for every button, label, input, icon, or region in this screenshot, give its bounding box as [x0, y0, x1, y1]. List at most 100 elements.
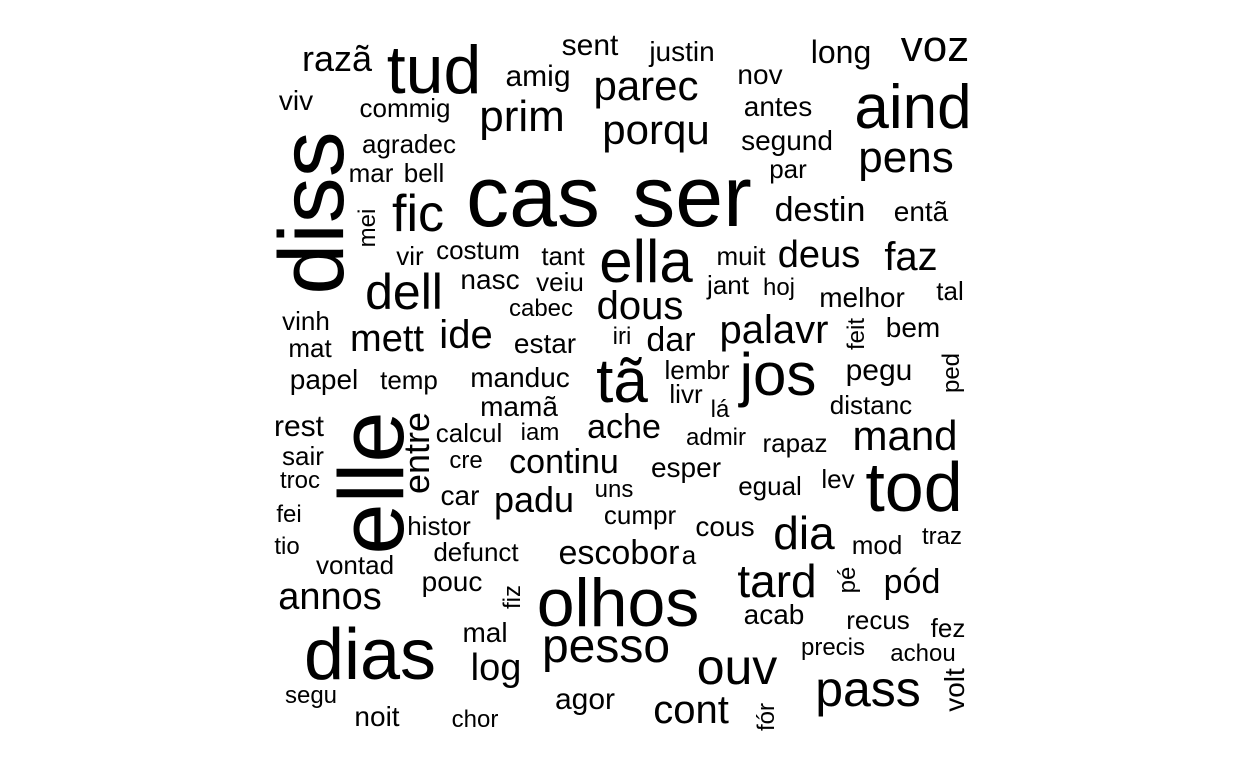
word-47: justin — [649, 36, 715, 67]
word-15: pesso — [541, 620, 671, 673]
word-56: bell — [403, 158, 445, 188]
word-120: volt — [939, 668, 970, 712]
word-60: costum — [436, 235, 520, 265]
word-123: fór — [753, 702, 780, 732]
word-106: mod — [851, 530, 903, 560]
word-73: iri — [612, 323, 632, 350]
word-35: cont — [653, 688, 729, 732]
word-94: troc — [279, 467, 321, 494]
word-67: melhor — [819, 282, 905, 313]
word-63: nasc — [460, 264, 520, 295]
word-23: prim — [479, 92, 565, 141]
word-95: car — [440, 480, 480, 511]
word-71: mat — [288, 333, 332, 363]
word-46: amig — [505, 60, 571, 93]
word-70: vinh — [282, 306, 330, 336]
word-1: cas — [466, 149, 600, 245]
word-86: rest — [273, 410, 325, 443]
word-37: continu — [509, 443, 619, 481]
word-113: recus — [846, 605, 910, 635]
word-83: livr — [669, 379, 703, 409]
word-51: par — [769, 154, 807, 184]
word-68: tal — [936, 276, 964, 306]
word-26: dous — [596, 284, 684, 328]
word-29: faz — [884, 235, 938, 279]
word-105: defunct — [433, 537, 519, 567]
word-55: mar — [348, 158, 394, 188]
word-17: dell — [365, 264, 443, 320]
word-108: a — [681, 540, 697, 570]
word-7: tod — [865, 448, 963, 526]
word-24: parec — [593, 62, 699, 109]
word-65: jant — [707, 270, 749, 300]
word-49: antes — [743, 91, 813, 122]
word-90: rapaz — [762, 428, 828, 458]
word-92: cre — [449, 447, 483, 474]
word-102: cous — [695, 511, 755, 542]
word-74: bem — [885, 312, 941, 343]
word-75: feit — [843, 317, 870, 351]
word-9: tud — [386, 32, 482, 108]
word-36: razã — [301, 38, 373, 79]
word-50: segund — [741, 125, 833, 156]
word-41: pód — [883, 563, 941, 601]
word-99: fei — [276, 501, 302, 528]
word-84: lá — [710, 396, 730, 423]
word-104: tio — [274, 533, 300, 560]
word-85: distanc — [829, 390, 913, 420]
word-5: olhos — [536, 565, 700, 641]
word-76: papel — [289, 364, 359, 395]
word-13: pass — [815, 661, 921, 717]
word-93: esper — [650, 452, 722, 483]
word-80: pegu — [845, 354, 913, 387]
word-19: voz — [900, 22, 970, 71]
word-12: jos — [739, 341, 817, 408]
word-98: lev — [821, 464, 855, 494]
word-59: vir — [396, 241, 424, 271]
word-118: segu — [284, 682, 338, 709]
word-81: ped — [938, 352, 965, 394]
word-121: noit — [354, 701, 400, 732]
word-119: agor — [554, 683, 616, 716]
word-16: fic — [392, 185, 444, 243]
word-39: ache — [587, 408, 661, 446]
word-45: sent — [561, 29, 619, 62]
word-91: sair — [282, 441, 324, 471]
word-27: palavr — [719, 308, 829, 352]
word-114: mal — [462, 617, 508, 648]
word-18: tard — [737, 555, 817, 607]
word-69: cabec — [508, 295, 574, 322]
word-62: muit — [716, 241, 766, 271]
word-48: nov — [737, 59, 783, 90]
word-79: lembr — [664, 355, 730, 385]
word-100: histor — [407, 511, 471, 541]
word-96: uns — [594, 476, 634, 503]
word-103: traz — [921, 523, 963, 550]
word-57: mei — [354, 208, 381, 248]
word-101: cumpr — [603, 500, 677, 530]
word-53: commig — [359, 93, 451, 123]
word-116: precis — [800, 634, 866, 661]
word-64: veiu — [536, 267, 584, 297]
word-33: annos — [278, 576, 382, 618]
word-2: ser — [632, 149, 752, 245]
word-109: pé — [834, 566, 861, 594]
word-110: pouc — [421, 566, 483, 597]
word-111: fiz — [499, 585, 526, 609]
word-31: ide — [439, 313, 493, 357]
word-44: long — [810, 34, 872, 70]
word-115: fez — [930, 613, 966, 643]
word-72: estar — [513, 328, 577, 359]
word-6: dias — [303, 615, 437, 695]
word-122: chor — [451, 706, 499, 733]
word-107: vontad — [315, 550, 395, 580]
word-21: mand — [852, 412, 958, 459]
word-22: dia — [773, 507, 835, 559]
word-20: pens — [858, 133, 954, 182]
word-32: mett — [350, 318, 424, 360]
word-87: calcul — [435, 418, 503, 448]
word-40: padu — [493, 479, 575, 520]
word-38: escobor — [558, 534, 680, 572]
word-52: viv — [278, 85, 314, 116]
